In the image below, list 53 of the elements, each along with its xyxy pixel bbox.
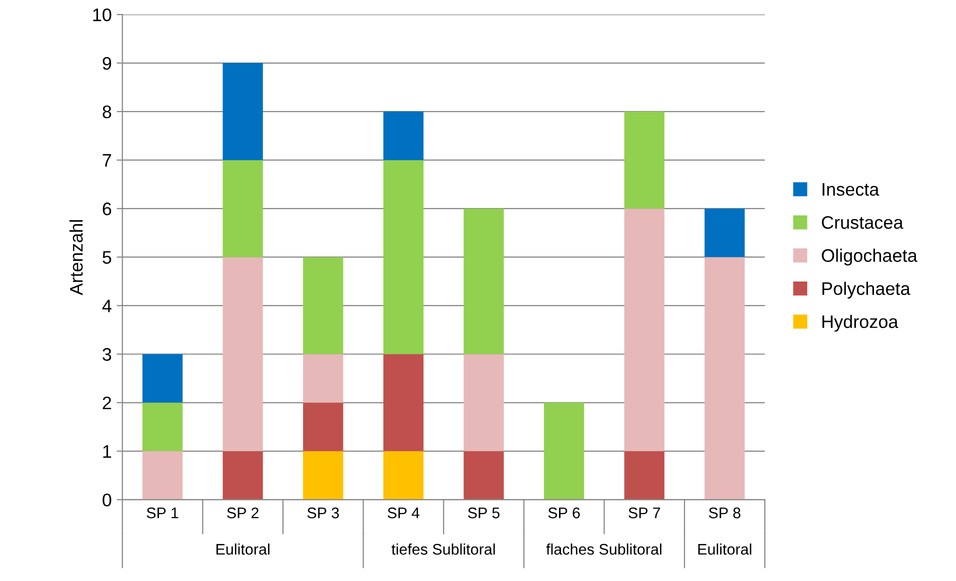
legend-label: Insecta <box>822 183 880 196</box>
bar <box>303 257 344 354</box>
x-tick-label: SP 8 <box>708 507 740 518</box>
bar <box>704 257 745 500</box>
bar <box>222 160 263 258</box>
bar <box>704 208 745 258</box>
bar <box>303 354 344 403</box>
legend-label: Polychaeta <box>822 282 910 299</box>
y-tick-label: 2 <box>102 396 112 410</box>
bar <box>142 402 183 452</box>
bar <box>303 451 344 500</box>
x-tick-label: SP 6 <box>548 507 580 518</box>
y-tick-label: 1 <box>103 445 112 458</box>
bar <box>222 451 263 500</box>
x-tick-label: SP 7 <box>628 507 660 518</box>
bar <box>624 112 664 209</box>
y-tick-label: 8 <box>102 105 112 118</box>
y-tick-label: 7 <box>102 154 112 167</box>
x-tick-label: SP 1 <box>146 507 178 518</box>
x-tick-label: SP 4 <box>388 507 420 518</box>
x-tick-label: SP 3 <box>307 507 339 518</box>
y-tick-label: 9 <box>102 56 112 70</box>
y-axis-title: Artenzahl <box>69 220 83 296</box>
y-tick-label: 10 <box>93 8 112 22</box>
bar <box>142 354 183 403</box>
bar <box>383 160 424 354</box>
bar <box>303 402 344 452</box>
bar <box>464 208 504 354</box>
bar <box>142 451 183 500</box>
bar <box>464 354 504 452</box>
bar <box>222 63 263 160</box>
legend-label: Oligochaeta <box>822 248 918 266</box>
bar <box>544 402 584 500</box>
bar <box>383 451 424 500</box>
x-tick-label: SP 5 <box>468 507 500 518</box>
text: flaches Sublitoral <box>546 543 662 555</box>
y-tick-label: 6 <box>102 202 112 216</box>
text: Eulitoral <box>698 543 752 555</box>
y-tick-label: 0 <box>102 494 112 506</box>
bar <box>624 208 664 452</box>
x-tick-label: SP 2 <box>227 507 258 518</box>
y-tick-label: 5 <box>102 251 112 264</box>
bar <box>624 451 664 500</box>
bar <box>383 112 424 160</box>
legend-label: Crustacea <box>822 216 904 229</box>
text: Eulitoral <box>216 543 270 555</box>
legend-label: Hydrozoa <box>822 314 898 332</box>
y-tick-label: 4 <box>102 300 112 312</box>
bar <box>222 257 263 452</box>
y-tick-label: 3 <box>102 348 112 361</box>
text: tiefes Sublitoral <box>392 543 495 555</box>
bar <box>383 354 424 452</box>
bar <box>464 451 504 500</box>
